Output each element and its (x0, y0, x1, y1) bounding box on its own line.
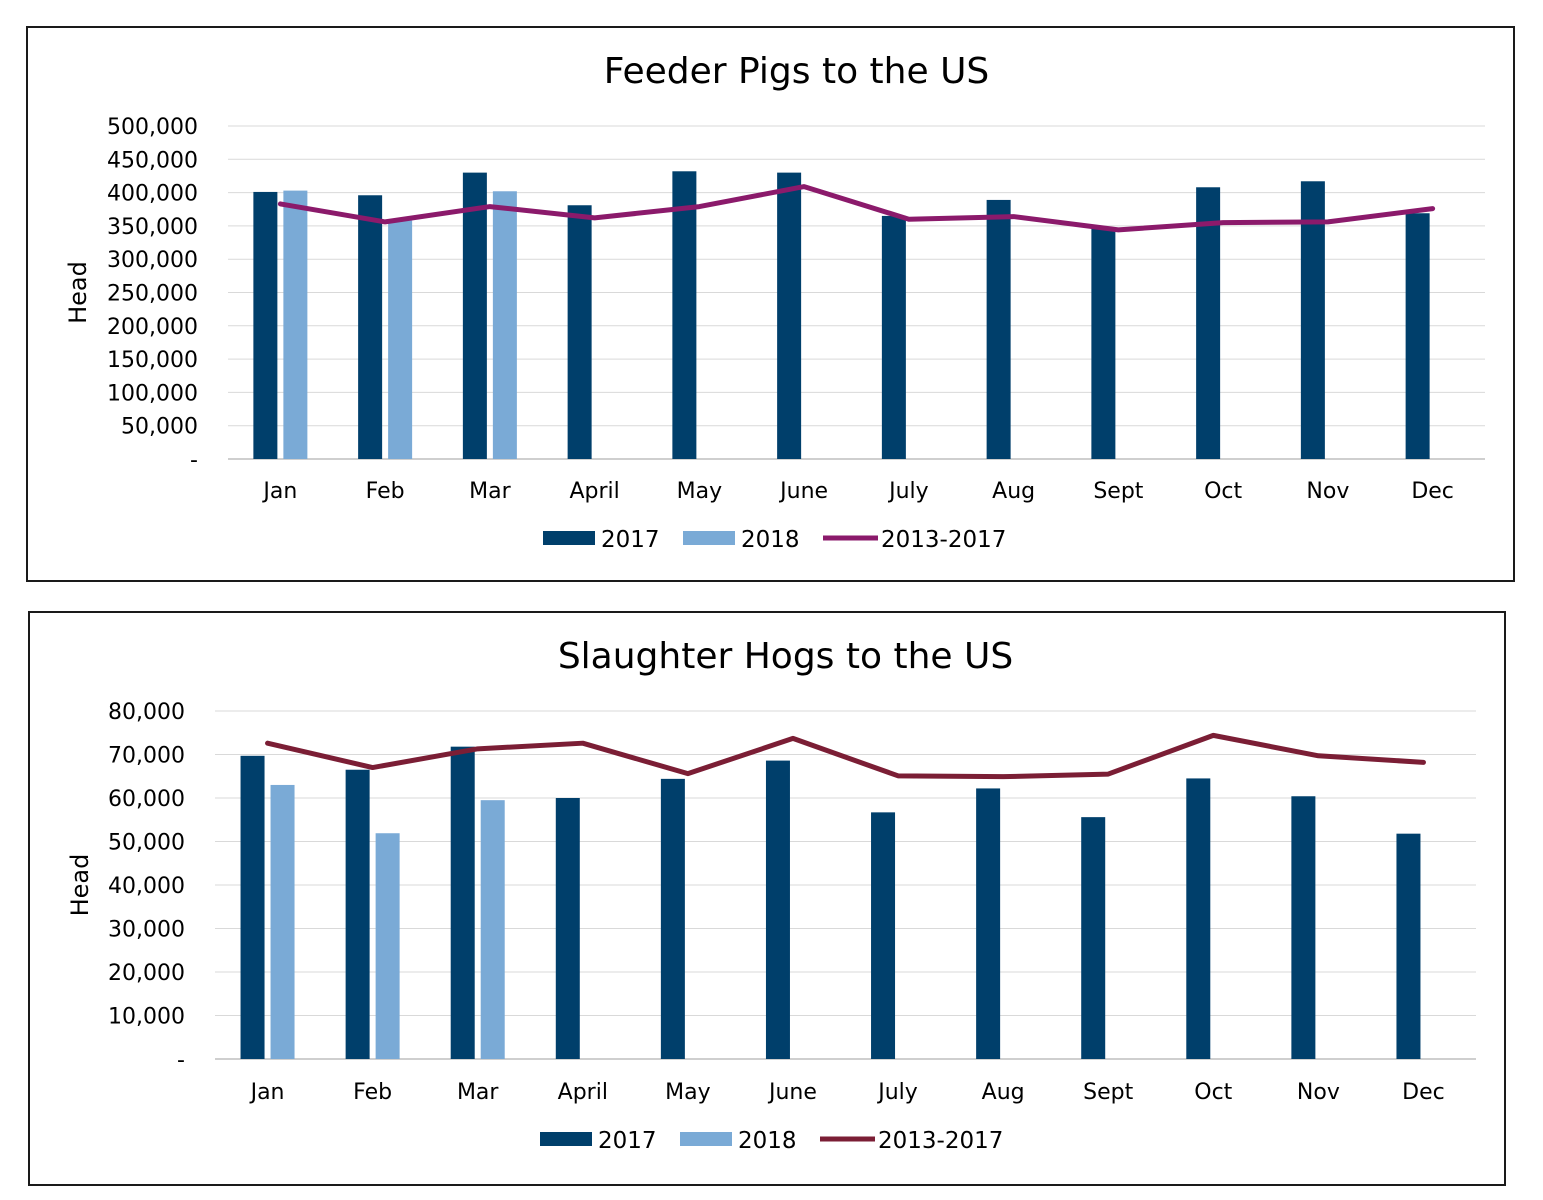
bar-2017 (871, 812, 896, 1059)
bar-2017 (345, 769, 370, 1059)
bar-2018 (270, 784, 295, 1059)
bar-2017 (1396, 833, 1421, 1059)
x-tick-label: May (665, 1080, 710, 1105)
y-axis-label: Head (64, 261, 92, 324)
x-tick-label: Jan (249, 1080, 285, 1105)
feeder-pigs-chart: Feeder Pigs to the US Head - 50,000 100,000 1… (64, 51, 1485, 553)
x-tick-label: Jan (261, 479, 297, 504)
feeder-pigs-chart-panel: Feeder Pigs to the US Head - 50,000 100,000 1… (26, 26, 1515, 582)
legend-swatch-2017 (540, 1132, 592, 1146)
bar-2017 (1091, 228, 1116, 459)
x-tick-label: July (887, 479, 929, 504)
x-tick-label: April (569, 479, 619, 504)
chart-title: Slaughter Hogs to the US (558, 636, 1013, 677)
y-tick-label: - (177, 1048, 185, 1073)
x-tick-label: June (778, 479, 828, 504)
y-tick-label: 80,000 (108, 700, 185, 725)
bar-2017 (1186, 778, 1211, 1059)
bar-2017 (765, 760, 790, 1059)
x-tick-label: May (677, 479, 722, 504)
y-tick-label: 200,000 (107, 315, 198, 340)
bar-2017 (253, 191, 278, 459)
x-tick-label: Oct (1204, 479, 1242, 504)
line-series-2013-2017 (277, 184, 1436, 233)
x-tick-label: June (767, 1080, 817, 1105)
legend-label: 2013-2017 (878, 1128, 1003, 1154)
legend-label: 2018 (741, 527, 800, 553)
y-tick-label: 350,000 (107, 215, 198, 240)
x-tick-label: Mar (457, 1080, 499, 1105)
x-tick-label: Feb (366, 479, 405, 504)
legend-swatch-2018 (683, 531, 735, 545)
bar-2017 (881, 215, 906, 459)
bar-2017 (660, 778, 685, 1059)
chart-title: Feeder Pigs to the US (604, 51, 990, 92)
y-tick-label: 60,000 (108, 787, 185, 812)
y-tick-label: 100,000 (107, 381, 198, 406)
y-axis-label: Head (66, 854, 94, 917)
bar-2018 (388, 220, 413, 459)
x-tick-label: Dec (1411, 479, 1454, 504)
bar-2017 (1196, 187, 1221, 459)
x-tick-label: April (558, 1080, 608, 1105)
bar-2017 (567, 205, 592, 459)
legend-swatch-2017 (543, 531, 595, 545)
legend-label: 2013-2017 (881, 527, 1006, 553)
y-tick-label: - (190, 448, 198, 473)
slaughter-hogs-chart: Slaughter Hogs to the US Head - 10,000 20,00… (66, 636, 1476, 1154)
bar-2017 (1291, 796, 1316, 1059)
bar-2017 (777, 172, 802, 459)
x-tick-label: Sept (1093, 479, 1143, 504)
y-tick-label: 500,000 (107, 115, 198, 140)
bar-2017 (240, 755, 265, 1059)
x-tick-label: Dec (1402, 1080, 1445, 1105)
x-tick-label: Feb (353, 1080, 392, 1105)
bar-2017 (672, 171, 697, 459)
legend-swatch-2018 (680, 1132, 732, 1146)
bar-2018 (283, 190, 308, 460)
slaughter-hogs-chart-panel: Slaughter Hogs to the US Head - 10,000 20,00… (28, 611, 1506, 1186)
legend-label: 2017 (601, 527, 660, 553)
bar-2017 (976, 788, 1001, 1059)
y-tick-label: 150,000 (107, 348, 198, 373)
line-series-2013-2017 (265, 732, 1426, 780)
y-tick-label: 250,000 (107, 282, 198, 307)
x-tick-label: July (876, 1080, 918, 1105)
y-tick-label: 70,000 (108, 744, 185, 769)
bar-2017 (450, 746, 475, 1059)
x-tick-label: Sept (1083, 1080, 1133, 1105)
bar-2017 (462, 172, 487, 459)
legend-label: 2017 (598, 1128, 657, 1154)
x-tick-label: Mar (469, 479, 511, 504)
y-tick-label: 30,000 (108, 918, 185, 943)
bar-2018 (480, 800, 505, 1059)
bar-2018 (492, 191, 517, 459)
y-tick-label: 50,000 (121, 415, 198, 440)
bar-2017 (1300, 181, 1325, 459)
y-tick-label: 10,000 (108, 1005, 185, 1030)
x-tick-label: Aug (992, 479, 1035, 504)
bar-2017 (358, 195, 383, 459)
legend-label: 2018 (738, 1128, 797, 1154)
y-tick-label: 40,000 (108, 874, 185, 899)
bar-2017 (1081, 817, 1106, 1059)
y-tick-label: 50,000 (108, 831, 185, 856)
x-tick-label: Nov (1297, 1080, 1340, 1105)
bar-2017 (986, 199, 1011, 459)
y-tick-label: 20,000 (108, 961, 185, 986)
x-tick-label: Nov (1306, 479, 1349, 504)
y-tick-label: 400,000 (107, 182, 198, 207)
y-tick-label: 450,000 (107, 148, 198, 173)
x-tick-label: Aug (982, 1080, 1025, 1105)
bar-2018 (375, 833, 400, 1059)
x-tick-label: Oct (1194, 1080, 1232, 1105)
bar-2017 (555, 798, 580, 1059)
bar-2017 (1405, 213, 1430, 459)
y-tick-label: 300,000 (107, 248, 198, 273)
